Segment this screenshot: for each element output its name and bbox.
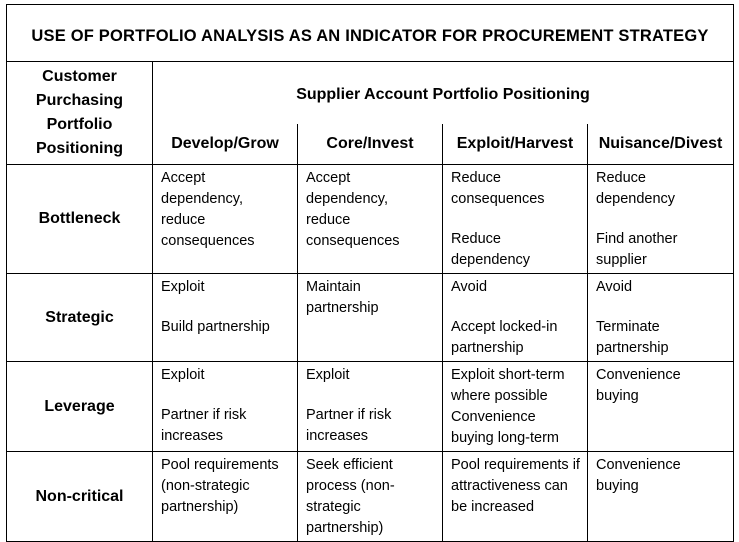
strategy-cell: Reduce consequences Reduce dependency (442, 164, 588, 274)
strategy-text: Reduce dependency (451, 231, 531, 268)
corner-label-line: Portfolio (46, 116, 113, 133)
table-row: Strategic Exploit Build partnership Maintai… (6, 273, 735, 362)
table-row: Bottleneck Accept dependency, reduce cons… (6, 164, 735, 274)
row-header: Strategic (6, 273, 153, 362)
strategy-cell: Reduce dependency Find another supplier (586, 164, 735, 274)
strategy-cell: Convenience buying (586, 451, 735, 542)
strategy-text: Convenience buying long-term (451, 409, 559, 446)
strategy-text: Terminate partnership (596, 319, 669, 356)
column-header-exploit-harvest: Exploit/Harvest (442, 124, 588, 165)
strategy-cell: Pool requirements if attractiveness can … (442, 451, 588, 542)
column-header-core-invest: Core/Invest (297, 124, 443, 165)
strategy-text: Exploit (161, 367, 205, 383)
row-header: Leverage (6, 361, 153, 452)
strategy-text: Reduce consequences (451, 170, 545, 207)
strategy-cell: Pool requirements (non-strategic partner… (152, 451, 298, 542)
strategy-text: Partner if risk increases (306, 407, 392, 444)
strategy-text: Avoid (451, 279, 488, 295)
portfolio-strategy-table: USE OF PORTFOLIO ANALYSIS AS AN INDICATO… (5, 4, 735, 542)
table-title: USE OF PORTFOLIO ANALYSIS AS AN INDICATO… (5, 4, 735, 62)
strategy-text: Build partnership (161, 319, 270, 335)
strategy-cell: Exploit Build partnership (152, 273, 298, 362)
strategy-text: Accept dependency, reduce consequences (161, 170, 255, 249)
strategy-cell: Accept dependency, reduce consequences (297, 164, 443, 274)
strategy-cell: Exploit Partner if risk increases (152, 361, 298, 452)
strategy-cell: Convenience buying (586, 361, 735, 452)
strategy-text: Pool requirements if attractiveness can … (451, 457, 580, 515)
strategy-text: Convenience buying (596, 367, 681, 404)
strategy-text: Avoid (596, 279, 633, 295)
strategy-cell: Avoid Terminate partnership (586, 273, 735, 362)
corner-label-line: Customer (42, 68, 117, 85)
strategy-cell: Avoid Accept locked-in partnership (442, 273, 588, 362)
supplier-positioning-header: Supplier Account Portfolio Positioning (151, 61, 735, 124)
strategy-text: Accept dependency, reduce consequences (306, 170, 400, 249)
strategy-cell: Maintain partnership (297, 273, 443, 362)
column-header-nuisance-divest: Nuisance/Divest (586, 124, 735, 165)
strategy-text: Exploit (306, 367, 350, 383)
column-header-develop-grow: Develop/Grow (152, 124, 298, 165)
strategy-text: Maintain partnership (306, 279, 379, 316)
table-row: Leverage Exploit Partner if risk increases… (6, 361, 735, 452)
strategy-cell: Seek efficient process (non-strategic pa… (297, 451, 443, 542)
row-header: Non-critical (6, 451, 153, 542)
strategy-cell: Accept dependency, reduce consequences (152, 164, 298, 274)
strategy-text: Pool requirements (non-strategic partner… (161, 457, 279, 515)
strategy-cell: Exploit short-term where possible Conveni… (442, 361, 588, 452)
corner-label-line: Positioning (35, 140, 124, 157)
table-row: Non-critical Pool requirements (non-strat… (6, 451, 735, 542)
strategy-text: Seek efficient process (non-strategic pa… (306, 457, 395, 536)
row-header: Bottleneck (6, 164, 153, 274)
strategy-cell: Exploit Partner if risk increases (297, 361, 443, 452)
strategy-text: Convenience buying (596, 457, 681, 494)
strategy-text: Accept locked-in partnership (451, 319, 558, 356)
strategy-text: Exploit short-term where possible (451, 367, 565, 404)
strategy-text: Find another supplier (596, 231, 678, 268)
strategy-text: Reduce dependency (596, 170, 676, 207)
strategy-text: Exploit (161, 279, 205, 295)
corner-label-line: Purchasing (35, 92, 124, 109)
strategy-text: Partner if risk increases (161, 407, 247, 444)
customer-positioning-header: Customer Purchasing Portfolio Positionin… (6, 61, 153, 165)
table-body: Bottleneck Accept dependency, reduce cons… (6, 164, 735, 542)
